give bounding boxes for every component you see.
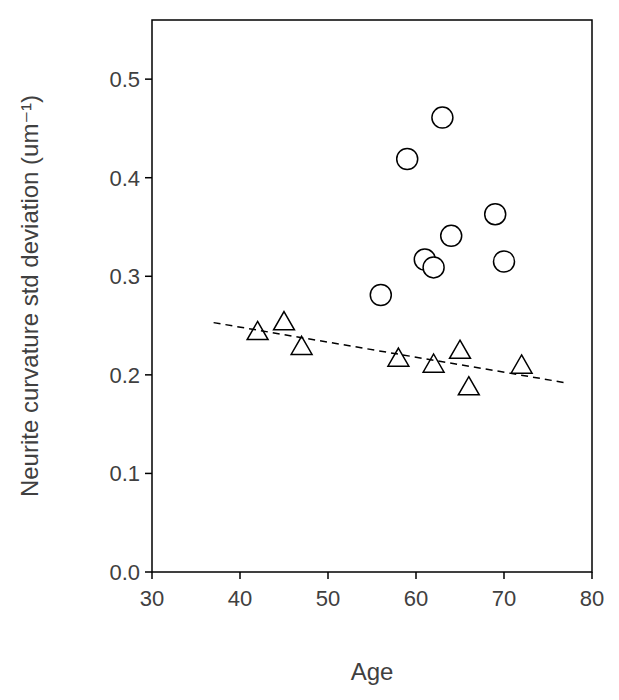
point-triangle (450, 340, 471, 358)
x-tick (591, 572, 593, 579)
y-tick (145, 276, 152, 278)
point-circle (432, 107, 453, 128)
point-circle (494, 251, 515, 272)
y-tick (145, 78, 152, 80)
point-triangle (511, 355, 532, 373)
x-tick-label: 30 (140, 586, 164, 611)
point-circle (485, 204, 506, 225)
chart: 30 40 50 60 70 80 0.0 0.1 0.2 0.3 0.4 0.5 Age Neurite… (0, 0, 619, 700)
y-tick-label: 0.0 (109, 560, 140, 585)
plot-frame (152, 20, 592, 572)
x-tick-label: 50 (316, 586, 340, 611)
x-axis-label: Age (351, 658, 394, 685)
trend-line (214, 323, 566, 383)
x-tick (239, 572, 241, 579)
point-circle (423, 257, 444, 278)
point-triangle (458, 377, 479, 395)
y-tick (145, 177, 152, 179)
point-triangle (247, 321, 268, 339)
chart-container: 30 40 50 60 70 80 0.0 0.1 0.2 0.3 0.4 0.5 Age Neurite… (0, 0, 619, 700)
point-triangle (274, 312, 295, 330)
x-tick-label: 40 (228, 586, 252, 611)
x-tick (415, 572, 417, 579)
x-tick-label: 80 (580, 586, 604, 611)
x-tick-label: 70 (492, 586, 516, 611)
point-circle (441, 225, 462, 246)
y-tick-label: 0.2 (109, 363, 140, 388)
x-tick (327, 572, 329, 579)
point-circle (370, 285, 391, 306)
y-tick (145, 473, 152, 475)
data-layer (214, 107, 566, 395)
x-tick (151, 572, 153, 579)
y-tick (145, 571, 152, 573)
point-triangle (388, 348, 409, 366)
y-tick-label: 0.4 (109, 166, 140, 191)
point-triangle (423, 354, 444, 372)
y-tick-label: 0.3 (109, 264, 140, 289)
x-tick (503, 572, 505, 579)
point-circle (397, 148, 418, 169)
y-tick-label: 0.1 (109, 461, 140, 486)
y-axis-label: Neurite curvature std deviation (um⁻¹) (16, 95, 43, 497)
x-tick-label: 60 (404, 586, 428, 611)
y-tick (145, 374, 152, 376)
y-tick-label: 0.5 (109, 67, 140, 92)
